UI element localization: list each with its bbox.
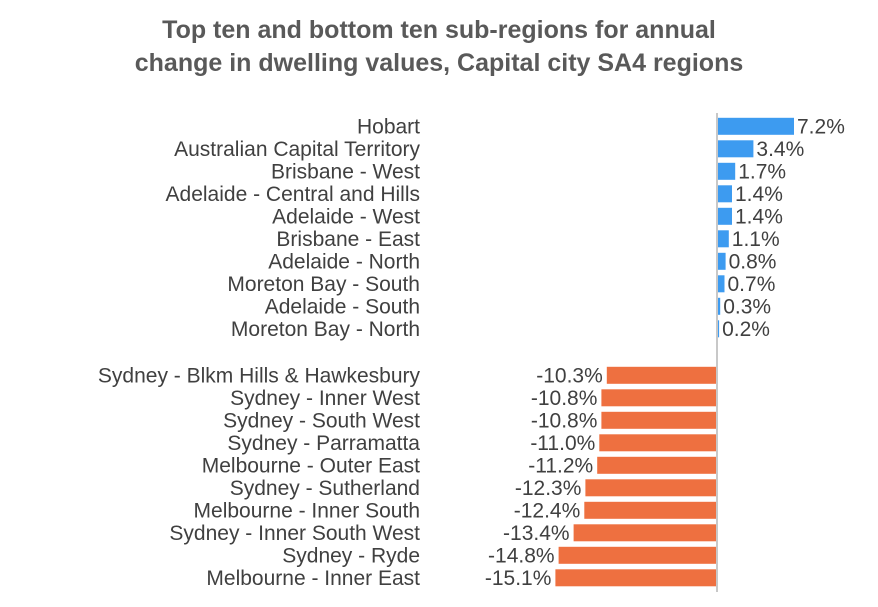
value-label-10: -10.3% (536, 364, 603, 387)
category-label-0: Hobart (357, 115, 420, 138)
category-label-6: Adelaide - North (268, 250, 420, 273)
value-label-9: 0.2% (722, 318, 770, 341)
bars-group (555, 117, 794, 587)
category-label-1: Australian Capital Territory (174, 138, 420, 161)
bar-15 (585, 479, 717, 497)
category-label-3: Adelaide - Central and Hills (166, 183, 420, 206)
bar-18 (558, 546, 717, 564)
bar-19 (555, 569, 717, 587)
bar-12 (601, 411, 717, 429)
category-label-5: Brisbane - East (276, 228, 420, 251)
category-label-11: Sydney - Inner West (230, 387, 420, 410)
value-label-4: 1.4% (735, 205, 783, 228)
value-labels-group: 7.2%3.4%1.7%1.4%1.4%1.1%0.8%0.7%0.3%0.2%… (485, 115, 845, 590)
bar-4 (717, 207, 732, 225)
value-label-3: 1.4% (735, 183, 783, 206)
category-label-19: Melbourne - Inner East (206, 567, 420, 590)
value-label-8: 0.3% (723, 295, 771, 318)
category-label-9: Moreton Bay - North (231, 318, 420, 341)
bar-16 (584, 501, 717, 519)
value-label-19: -15.1% (485, 567, 552, 590)
bar-9 (717, 320, 720, 338)
chart-title-line-2: change in dwelling values, Capital city … (134, 49, 744, 77)
bar-7 (717, 275, 725, 293)
category-label-12: Sydney - South West (223, 409, 420, 432)
bar-5 (717, 230, 729, 248)
bar-6 (717, 252, 726, 270)
bar-3 (717, 185, 732, 203)
bar-10 (606, 366, 717, 384)
value-label-17: -13.4% (503, 522, 570, 545)
value-label-11: -10.8% (531, 387, 598, 410)
value-label-16: -12.4% (514, 499, 581, 522)
category-label-4: Adelaide - West (272, 205, 420, 228)
chart-title-line-1: Top ten and bottom ten sub-regions for a… (162, 16, 716, 44)
category-label-10: Sydney - Blkm Hills & Hawkesbury (98, 364, 421, 387)
value-label-6: 0.8% (729, 250, 777, 273)
bar-1 (717, 140, 754, 158)
category-label-7: Moreton Bay - South (227, 273, 420, 296)
category-label-8: Adelaide - South (265, 295, 420, 318)
bar-17 (573, 524, 717, 542)
category-label-14: Melbourne - Outer East (202, 454, 420, 477)
value-label-15: -12.3% (515, 477, 582, 500)
value-label-5: 1.1% (732, 228, 780, 251)
chart-title: Top ten and bottom ten sub-regions for a… (0, 14, 878, 80)
bar-2 (717, 162, 736, 180)
bar-8 (717, 297, 721, 315)
value-label-1: 3.4% (756, 138, 804, 161)
value-label-18: -14.8% (488, 544, 555, 567)
value-label-0: 7.2% (797, 115, 845, 138)
bar-14 (597, 456, 717, 474)
category-label-18: Sydney - Ryde (282, 544, 420, 567)
value-label-7: 0.7% (728, 273, 776, 296)
category-label-17: Sydney - Inner South West (169, 522, 420, 545)
category-label-2: Brisbane - West (271, 160, 420, 183)
value-label-14: -11.2% (528, 454, 593, 477)
value-label-13: -11.0% (530, 432, 595, 455)
category-label-16: Melbourne - Inner South (194, 499, 420, 522)
value-label-2: 1.7% (738, 160, 786, 183)
value-label-12: -10.8% (531, 409, 598, 432)
bar-11 (601, 389, 717, 407)
category-label-13: Sydney - Parramatta (227, 432, 420, 455)
bar-0 (717, 117, 794, 135)
category-label-15: Sydney - Sutherland (230, 477, 420, 500)
bar-13 (599, 434, 717, 452)
